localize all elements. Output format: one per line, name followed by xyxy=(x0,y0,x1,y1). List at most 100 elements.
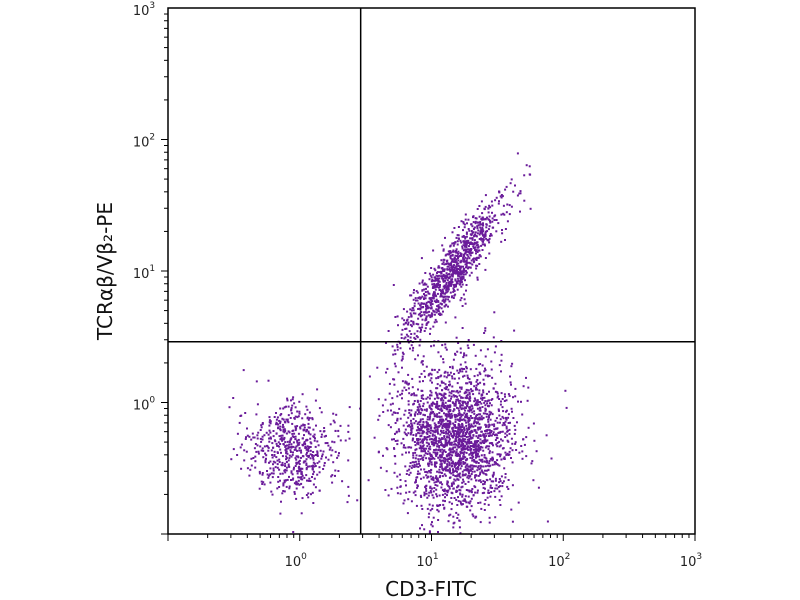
data-point xyxy=(430,276,433,279)
data-point xyxy=(505,453,508,456)
data-point xyxy=(461,418,463,421)
data-point xyxy=(455,272,457,275)
data-point xyxy=(420,311,423,314)
data-point xyxy=(455,261,458,264)
data-point xyxy=(437,449,440,451)
data-point xyxy=(284,468,287,471)
data-point xyxy=(497,408,500,411)
data-point xyxy=(262,456,265,459)
data-point xyxy=(426,418,429,421)
data-point xyxy=(465,284,468,286)
data-point xyxy=(287,414,290,417)
data-point xyxy=(484,487,486,490)
data-point xyxy=(255,380,258,383)
data-point xyxy=(445,263,448,265)
data-point xyxy=(412,491,415,494)
data-point xyxy=(282,418,285,421)
data-point xyxy=(464,250,467,253)
data-point xyxy=(422,380,424,383)
data-point xyxy=(291,478,294,481)
data-point xyxy=(402,323,405,326)
data-point xyxy=(476,417,479,420)
data-point xyxy=(288,440,291,443)
data-point xyxy=(417,323,420,326)
data-point xyxy=(500,353,503,356)
data-point xyxy=(468,378,471,381)
data-point xyxy=(463,498,466,501)
data-point xyxy=(396,346,399,348)
data-point xyxy=(429,432,432,435)
data-point xyxy=(271,476,274,479)
data-point xyxy=(462,480,465,483)
data-point xyxy=(291,453,294,456)
data-point xyxy=(313,436,316,439)
data-point xyxy=(435,387,438,390)
data-point xyxy=(454,416,457,419)
data-point xyxy=(306,416,309,419)
data-point xyxy=(449,291,452,294)
data-point xyxy=(403,431,406,434)
data-point xyxy=(308,445,311,448)
data-point xyxy=(410,422,413,425)
data-point xyxy=(419,315,422,318)
data-point xyxy=(265,454,268,457)
data-point xyxy=(469,448,472,451)
data-point xyxy=(451,278,454,281)
data-point xyxy=(449,366,451,369)
data-point xyxy=(305,462,308,465)
data-point xyxy=(441,389,444,392)
data-point xyxy=(451,390,453,393)
data-point xyxy=(338,452,340,455)
data-point xyxy=(455,451,458,454)
data-point xyxy=(429,397,431,400)
data-point xyxy=(476,491,479,494)
data-point xyxy=(429,453,432,456)
data-point xyxy=(472,434,475,437)
data-point xyxy=(307,422,310,425)
data-point xyxy=(297,415,300,418)
data-point xyxy=(464,252,467,255)
data-point xyxy=(446,480,449,483)
data-point xyxy=(382,411,385,413)
data-point xyxy=(307,479,310,482)
data-point xyxy=(346,501,349,504)
data-point xyxy=(497,486,500,488)
data-point xyxy=(455,236,458,239)
data-point xyxy=(459,452,462,455)
data-point xyxy=(441,483,444,486)
data-point xyxy=(492,473,495,476)
data-point xyxy=(434,284,437,287)
data-point xyxy=(414,312,417,315)
data-point xyxy=(475,267,478,270)
data-point xyxy=(462,221,465,224)
data-point xyxy=(301,467,304,470)
data-point xyxy=(475,403,477,405)
data-point xyxy=(436,470,439,473)
data-point xyxy=(420,429,423,432)
data-point xyxy=(278,461,281,463)
data-point xyxy=(468,257,471,260)
data-point xyxy=(272,469,275,472)
data-point xyxy=(473,443,476,446)
data-point xyxy=(461,396,464,399)
data-point xyxy=(446,489,449,492)
data-point xyxy=(436,271,439,273)
data-point xyxy=(487,418,490,421)
data-point xyxy=(491,451,494,454)
data-point xyxy=(400,333,403,336)
data-point xyxy=(488,413,491,416)
data-point xyxy=(446,483,449,486)
data-point xyxy=(283,490,286,493)
data-point xyxy=(488,225,491,228)
data-point xyxy=(288,487,291,490)
data-point xyxy=(484,469,486,472)
data-point xyxy=(256,437,259,440)
data-point xyxy=(498,440,501,443)
data-point xyxy=(281,461,284,464)
data-point xyxy=(450,472,453,475)
data-point xyxy=(439,295,442,298)
data-point xyxy=(285,432,288,435)
data-point xyxy=(425,438,428,441)
data-point xyxy=(443,473,446,476)
data-point xyxy=(413,461,416,464)
